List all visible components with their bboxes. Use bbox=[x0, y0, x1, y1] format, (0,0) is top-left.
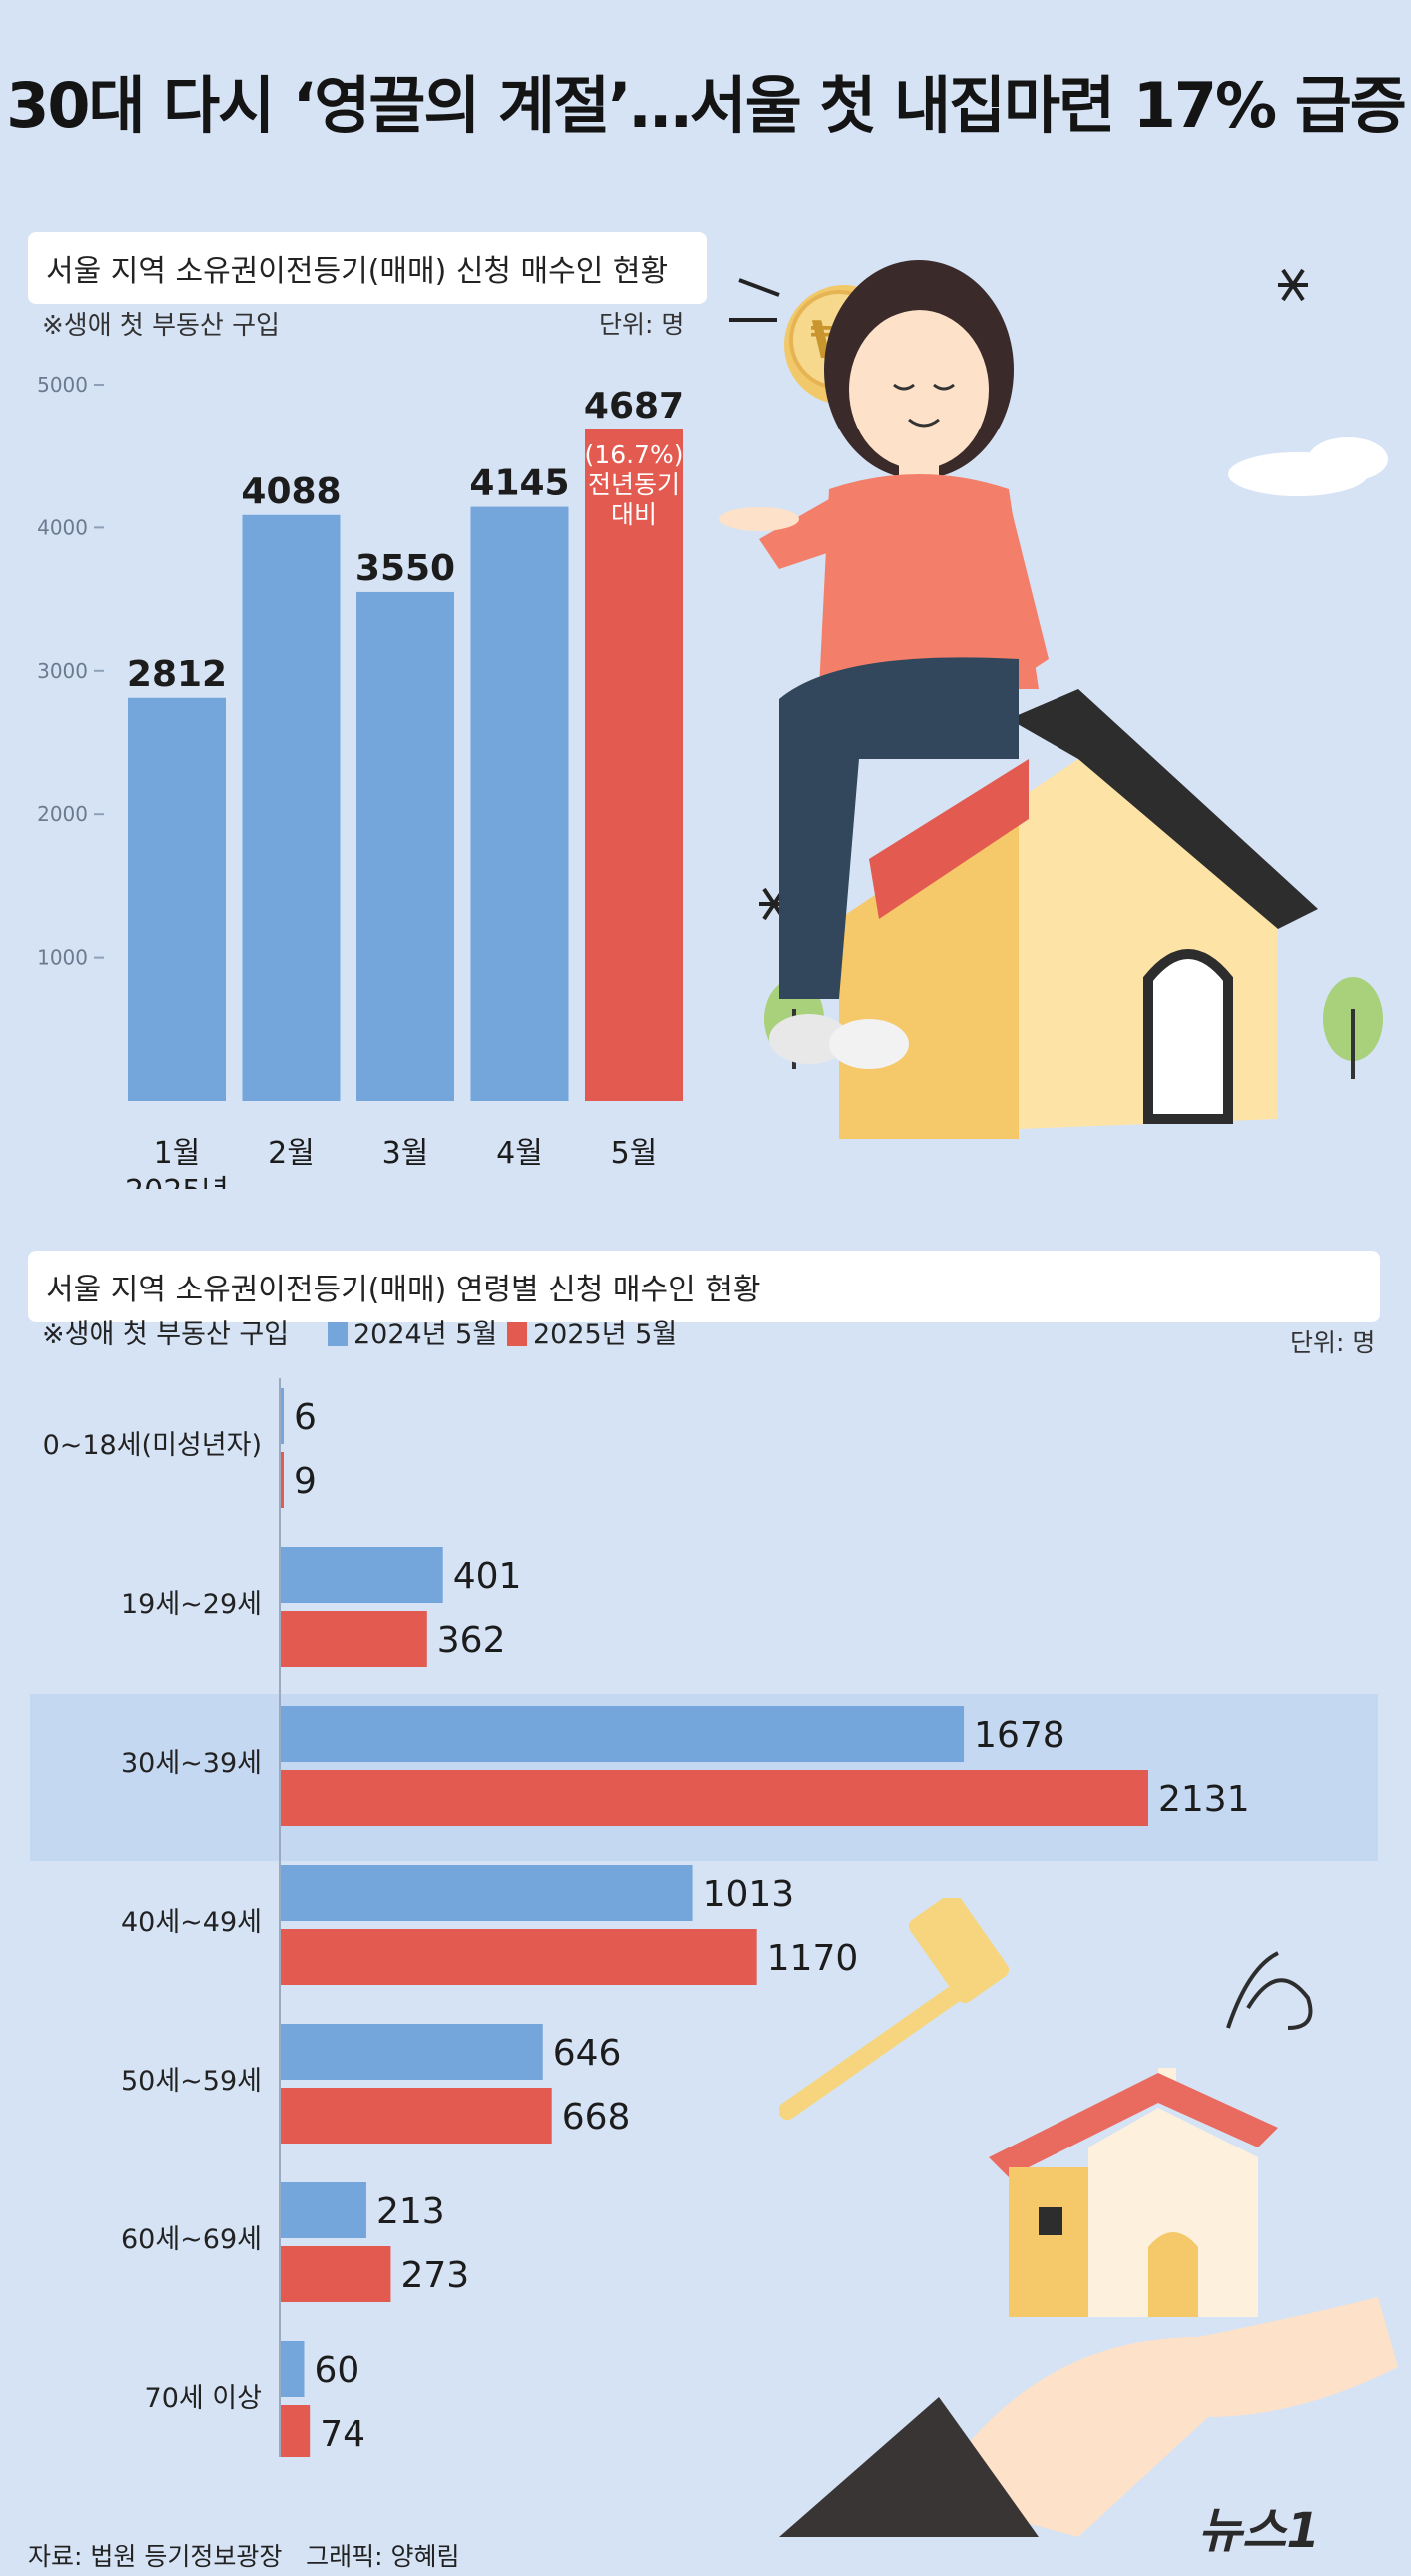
chart1-unit: 단위: 명 bbox=[599, 310, 685, 339]
woman-house-illustration: ₩ bbox=[719, 260, 1388, 1139]
bar-value-label: 4687 bbox=[584, 386, 684, 427]
hand-icon bbox=[779, 2297, 1398, 2537]
cloud-icon bbox=[1228, 437, 1388, 496]
bar-3월 bbox=[356, 591, 454, 1101]
chart1-title-banner: 서울 지역 소유권이전등기(매매) 신청 매수인 현황 bbox=[28, 232, 707, 304]
bar-value-label: 401 bbox=[453, 1556, 522, 1597]
bar-50세~59세-2024년 5월 bbox=[280, 2024, 543, 2080]
legend-swatch bbox=[328, 1322, 348, 1346]
y-category-label: 0~18세(미성년자) bbox=[43, 1430, 262, 1461]
bar-value-label: 2131 bbox=[1158, 1779, 1250, 1820]
bar-0~18세(미성년자)-2025년 5월 bbox=[280, 1452, 284, 1508]
x-tick-label: 5월 bbox=[611, 1136, 658, 1171]
x-tick-label: 2월 bbox=[268, 1136, 315, 1171]
year-label: 2025년 bbox=[125, 1174, 229, 1189]
y-tick-label: 5000 bbox=[37, 373, 88, 397]
bar-annotation: 전년동기 bbox=[588, 470, 680, 499]
bar-value-label: 273 bbox=[400, 2255, 469, 2296]
chart2-title: 서울 지역 소유권이전등기(매매) 연령별 신청 매수인 현황 bbox=[46, 1273, 761, 1307]
source-line: 자료: 법원 등기정보광장 그래픽: 양혜림 bbox=[28, 2537, 460, 2573]
y-category-label: 40세~49세 bbox=[121, 1907, 262, 1938]
y-category-label: 19세~29세 bbox=[121, 1589, 262, 1620]
x-tick-label: 1월 bbox=[154, 1136, 201, 1171]
bar-30세~39세-2024년 5월 bbox=[280, 1706, 965, 1762]
legend-label: 2025년 5월 bbox=[533, 1319, 677, 1350]
logo-text: 뉴스1 bbox=[1198, 2503, 1320, 2559]
bar-1월 bbox=[128, 697, 226, 1101]
bar-value-label: 1678 bbox=[974, 1715, 1065, 1756]
chart1-title: 서울 지역 소유권이전등기(매매) 신청 매수인 현황 bbox=[46, 254, 669, 289]
y-category-label: 60세~69세 bbox=[121, 2224, 262, 2255]
age-bar-chart: ※생애 첫 부동산 구입 2024년 5월 2025년 5월 0~18세(미성년자) 6… bbox=[30, 1319, 1378, 2457]
bar-value-label: 4088 bbox=[241, 471, 341, 512]
bar-0~18세(미성년자)-2024년 5월 bbox=[280, 1388, 284, 1444]
bar-value-label: 213 bbox=[376, 2191, 445, 2232]
bar-annotation: 대비 bbox=[611, 500, 657, 529]
y-tick-label: 3000 bbox=[37, 659, 88, 683]
bar-value-label: 3550 bbox=[355, 548, 455, 589]
bar-value-label: 6 bbox=[294, 1397, 317, 1438]
bar-value-label: 74 bbox=[320, 2414, 365, 2455]
news1-logo: 뉴스1 bbox=[1198, 2503, 1320, 2559]
bar-60세~69세-2024년 5월 bbox=[280, 2182, 366, 2238]
bar-70세 이상-2024년 5월 bbox=[280, 2341, 305, 2397]
small-house-icon bbox=[989, 2068, 1278, 2317]
y-tick-label: 4000 bbox=[37, 515, 88, 539]
y-category-label: 30세~39세 bbox=[121, 1748, 262, 1779]
chart2-unit: 단위: 명 bbox=[1290, 1328, 1376, 1357]
legend-swatch bbox=[507, 1322, 527, 1346]
x-tick-label: 4월 bbox=[496, 1136, 543, 1171]
bar-5월 bbox=[585, 429, 683, 1101]
monthly-bar-chart: 1000 2000 3000 4000 5000 2812 1월 4088 2월 3550 3월 41… bbox=[37, 373, 684, 1189]
bar-2월 bbox=[242, 514, 341, 1101]
bar-19세~29세-2025년 5월 bbox=[280, 1611, 427, 1667]
bar-annotation: (16.7%) bbox=[585, 440, 684, 469]
bar-value-label: 60 bbox=[314, 2350, 359, 2391]
bar-4월 bbox=[470, 506, 569, 1101]
bar-19세~29세-2024년 5월 bbox=[280, 1547, 443, 1603]
bar-value-label: 4145 bbox=[469, 463, 569, 504]
bar-40세~49세-2024년 5월 bbox=[280, 1865, 693, 1921]
bar-60세~69세-2025년 5월 bbox=[280, 2246, 391, 2302]
y-tick-label: 1000 bbox=[37, 946, 88, 970]
credit-text: 그래픽: 양혜림 bbox=[306, 2542, 460, 2571]
y-category-label: 50세~59세 bbox=[121, 2066, 262, 2097]
x-tick-label: 3월 bbox=[382, 1136, 429, 1171]
bar-value-label: 646 bbox=[553, 2033, 622, 2074]
bar-30세~39세-2025년 5월 bbox=[280, 1770, 1148, 1826]
swirl-icon bbox=[1226, 1951, 1313, 2030]
page-title: 30대 다시 ‘영끌의 계절’…서울 첫 내집마련 17% 급증 bbox=[6, 69, 1407, 142]
bar-value-label: 1170 bbox=[767, 1938, 859, 1979]
y-tick-label: 2000 bbox=[37, 802, 88, 826]
bar-70세 이상-2025년 5월 bbox=[280, 2405, 311, 2457]
source-text: 자료: 법원 등기정보광장 bbox=[28, 2542, 283, 2571]
bar-value-label: 1013 bbox=[703, 1874, 795, 1915]
chart2-title-banner: 서울 지역 소유권이전등기(매매) 연령별 신청 매수인 현황 bbox=[28, 1251, 1380, 1322]
legend-label: 2024년 5월 bbox=[353, 1319, 497, 1350]
y-category-label: 70세 이상 bbox=[145, 2383, 262, 2414]
bar-value-label: 668 bbox=[562, 2097, 631, 2138]
bar-40세~49세-2025년 5월 bbox=[280, 1929, 757, 1985]
woman-figure bbox=[719, 260, 1049, 1069]
bar-value-label: 9 bbox=[294, 1461, 317, 1502]
gavel-icon bbox=[779, 1898, 1010, 2121]
chart2-subtitle: ※생애 첫 부동산 구입 bbox=[42, 1319, 289, 1350]
chart1-subtitle: ※생애 첫 부동산 구입 bbox=[42, 311, 280, 341]
bar-50세~59세-2025년 5월 bbox=[280, 2088, 552, 2144]
bar-value-label: 362 bbox=[437, 1620, 506, 1661]
bar-value-label: 2812 bbox=[127, 654, 227, 695]
hand-house-illustration bbox=[779, 1898, 1398, 2537]
